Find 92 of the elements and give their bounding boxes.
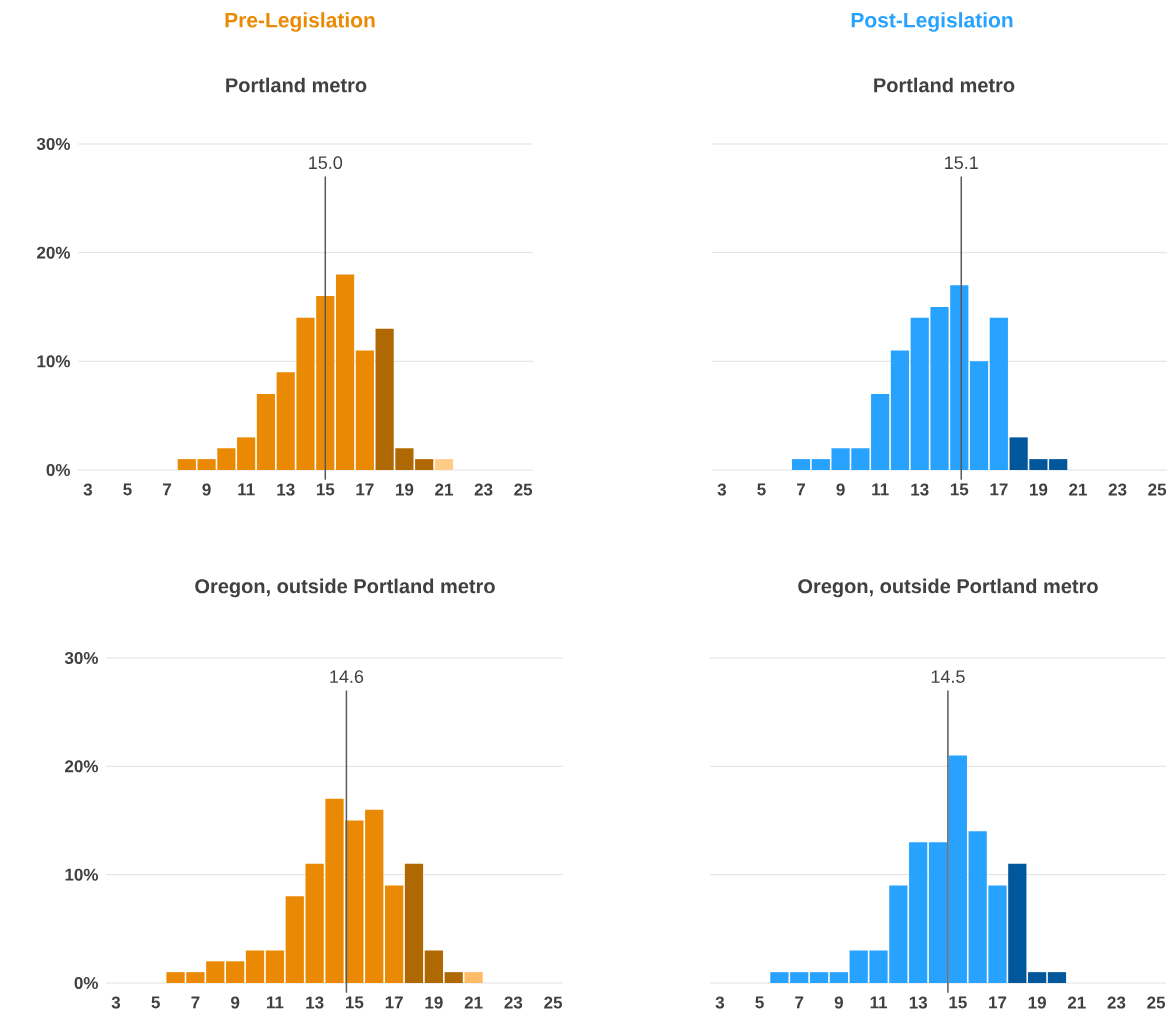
x-tick-label: 3	[83, 483, 93, 496]
x-tick-label: 5	[755, 996, 764, 1009]
bar	[335, 274, 355, 470]
x-tick-label: 19	[396, 483, 414, 496]
bar	[948, 755, 967, 983]
bar	[384, 885, 404, 983]
y-tick-label: 10%	[65, 868, 99, 881]
x-tick-label: 23	[474, 483, 493, 496]
y-tick-label: 20%	[37, 246, 71, 259]
x-tick-label: 15	[949, 996, 967, 1009]
bar	[829, 972, 848, 983]
x-tick-label: 13	[911, 483, 929, 496]
x-tick-label: 7	[163, 483, 171, 496]
x-tick-label: 19	[425, 996, 443, 1009]
chart-title: Oregon, outside Portland metro	[798, 578, 1098, 598]
x-tick-label: 7	[797, 483, 805, 496]
x-tick-label: 17	[385, 996, 403, 1009]
x-tick-label: 19	[1030, 483, 1048, 496]
ref-line-label: 15.1	[945, 156, 978, 170]
bar	[256, 393, 276, 470]
x-tick-label: 13	[909, 996, 928, 1009]
x-tick-label: 17	[990, 483, 1008, 496]
y-tick-label: 0%	[74, 976, 99, 990]
x-tick-label: 23	[1107, 996, 1126, 1009]
ref-line-label: 15.0	[309, 156, 343, 170]
chart-title: Pre-Legislation	[225, 12, 375, 32]
x-tick-label: 15	[950, 483, 969, 496]
x-tick-label: 3	[715, 996, 725, 1009]
x-tick-label: 9	[202, 483, 211, 496]
x-tick-label: 25	[514, 483, 533, 496]
x-tick-label: 21	[1067, 996, 1086, 1009]
bar	[434, 459, 454, 470]
bar	[265, 950, 285, 983]
y-tick-label: 30%	[36, 137, 71, 151]
x-tick-label: 9	[836, 483, 845, 496]
bar	[871, 393, 890, 470]
bar	[791, 459, 811, 470]
bar	[424, 950, 443, 983]
x-tick-label: 3	[111, 996, 121, 1009]
y-tick-label: 0%	[46, 463, 71, 477]
x-tick-label: 11	[870, 996, 888, 1009]
x-tick-label: 13	[306, 996, 324, 1009]
bar	[1028, 972, 1047, 983]
y-tick-label: 20%	[65, 760, 99, 773]
bar	[989, 317, 1008, 470]
x-tick-label: 9	[834, 996, 843, 1009]
bar	[1008, 863, 1027, 983]
x-tick-label: 7	[795, 996, 804, 1009]
x-tick-label: 21	[435, 483, 453, 496]
x-tick-label: 25	[544, 996, 563, 1009]
chart-subtitle: Portland metro	[226, 77, 367, 93]
x-tick-label: 9	[231, 996, 240, 1009]
ref-line-label: 14.5	[931, 670, 965, 683]
bar	[909, 842, 928, 983]
x-tick-label: 17	[989, 996, 1007, 1009]
x-tick-label: 13	[277, 483, 295, 496]
x-tick-label: 19	[1028, 996, 1046, 1009]
x-tick-label: 25	[1147, 996, 1166, 1009]
x-tick-label: 25	[1148, 483, 1167, 496]
bar	[226, 961, 245, 983]
chart-title: Oregon, outside Portland metro	[195, 578, 495, 598]
x-tick-label: 23	[1108, 483, 1127, 496]
x-tick-label: 15	[316, 483, 335, 496]
x-tick-label: 23	[504, 996, 523, 1009]
x-tick-label: 5	[757, 483, 766, 496]
bar	[1047, 972, 1067, 983]
bar	[237, 437, 256, 470]
bar	[355, 350, 374, 470]
y-tick-label: 30%	[64, 651, 99, 665]
bar	[404, 863, 424, 983]
x-tick-label: 21	[464, 996, 483, 1009]
bar	[245, 950, 265, 983]
bar	[890, 350, 910, 470]
x-tick-label: 11	[266, 996, 284, 1009]
x-tick-label: 5	[151, 996, 160, 1009]
bar	[464, 972, 483, 983]
chart-subtitle: Portland metro	[874, 77, 1015, 93]
x-tick-label: 11	[872, 483, 889, 496]
ref-line-label: 14.6	[330, 670, 364, 683]
x-tick-label: 7	[191, 996, 200, 1009]
x-tick-label: 5	[123, 483, 132, 496]
bar	[809, 972, 829, 983]
x-tick-label: 11	[238, 483, 255, 496]
bar	[969, 361, 989, 470]
x-tick-label: 17	[356, 483, 374, 496]
bar	[928, 842, 948, 983]
chart-title: Post-Legislation	[851, 12, 1013, 32]
y-tick-label: 10%	[37, 355, 71, 368]
x-tick-label: 3	[717, 483, 727, 496]
x-tick-label: 15	[345, 996, 364, 1009]
bar	[444, 972, 463, 983]
x-tick-label: 21	[1069, 483, 1087, 496]
